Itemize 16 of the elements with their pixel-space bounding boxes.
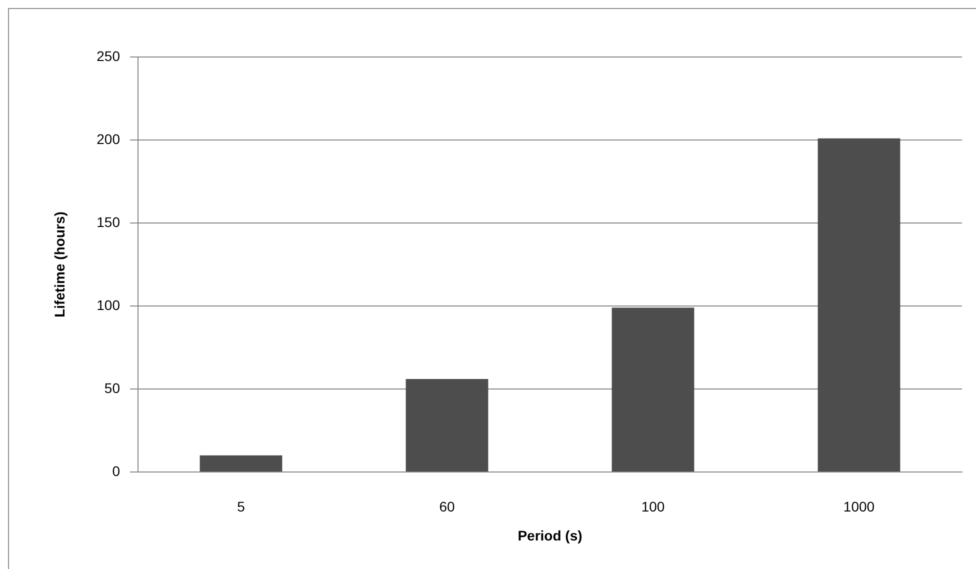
bar — [406, 379, 488, 472]
y-tick-label: 0 — [112, 462, 120, 479]
y-axis-title: Lifetime (hours) — [51, 212, 68, 318]
bar — [200, 455, 282, 472]
y-tick-label: 200 — [96, 130, 120, 147]
x-tick-label: 60 — [439, 498, 455, 514]
x-tick-label: 100 — [641, 498, 665, 514]
y-tick-label: 150 — [96, 214, 120, 230]
y-tick-label: 100 — [96, 296, 120, 313]
x-axis-title: Period (s) — [518, 527, 582, 544]
x-tick-label: 1000 — [843, 498, 875, 514]
x-tick-label: 5 — [237, 498, 246, 514]
y-tick-label: 250 — [96, 48, 120, 64]
y-tick-label: 50 — [104, 380, 120, 396]
bar — [612, 308, 694, 472]
bar — [818, 138, 900, 472]
